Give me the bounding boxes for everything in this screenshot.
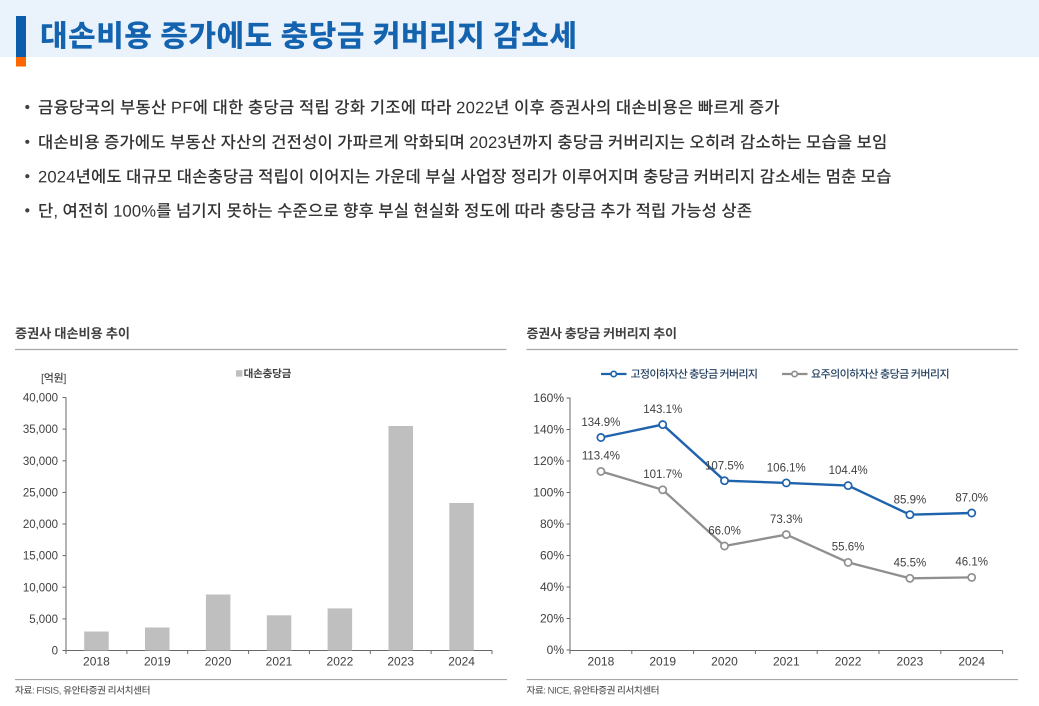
svg-text:40,000: 40,000 [23, 393, 58, 405]
svg-text:0: 0 [52, 646, 58, 658]
svg-text:55.6%: 55.6% [832, 542, 865, 554]
svg-text:15,000: 15,000 [23, 551, 58, 563]
svg-text:106.1%: 106.1% [767, 463, 806, 475]
svg-text:113.4%: 113.4% [582, 451, 620, 463]
svg-text:2022: 2022 [327, 654, 354, 668]
svg-text:35,000: 35,000 [23, 424, 58, 436]
svg-text:2021: 2021 [266, 654, 293, 668]
svg-text:2020: 2020 [711, 654, 738, 668]
svg-text:20%: 20% [540, 612, 564, 626]
svg-text:80%: 80% [540, 517, 564, 531]
svg-text:140%: 140% [533, 423, 564, 437]
svg-text:5,000: 5,000 [29, 614, 58, 626]
svg-text:2018: 2018 [588, 654, 615, 668]
svg-text:2018: 2018 [83, 654, 110, 668]
svg-text:2021: 2021 [773, 654, 800, 668]
svg-text:101.7%: 101.7% [643, 469, 682, 481]
svg-text:20,000: 20,000 [23, 519, 58, 531]
svg-text:2019: 2019 [144, 654, 171, 668]
svg-text:134.9%: 134.9% [581, 417, 620, 429]
svg-text:66.0%: 66.0% [708, 525, 741, 537]
svg-text:2019: 2019 [649, 654, 676, 668]
svg-text:73.3%: 73.3% [770, 514, 803, 526]
svg-text:2023: 2023 [897, 654, 924, 668]
svg-text:100%: 100% [533, 486, 564, 500]
svg-text:160%: 160% [533, 391, 564, 405]
svg-text:0%: 0% [547, 643, 565, 657]
svg-text:2022: 2022 [835, 654, 862, 668]
svg-text:87.0%: 87.0% [955, 493, 988, 505]
svg-text:40%: 40% [540, 580, 564, 594]
svg-text:45.5%: 45.5% [894, 558, 927, 570]
svg-text:143.1%: 143.1% [643, 404, 682, 416]
svg-text:104.4%: 104.4% [829, 465, 868, 477]
svg-text:25,000: 25,000 [23, 487, 58, 499]
svg-text:46.1%: 46.1% [955, 557, 988, 569]
svg-text:2020: 2020 [205, 654, 232, 668]
svg-text:2023: 2023 [387, 654, 414, 668]
svg-text:60%: 60% [540, 549, 564, 563]
svg-text:120%: 120% [533, 454, 564, 468]
svg-text:30,000: 30,000 [23, 456, 58, 468]
svg-text:85.9%: 85.9% [894, 494, 927, 506]
svg-text:2024: 2024 [448, 654, 475, 668]
svg-text:107.5%: 107.5% [705, 460, 744, 472]
svg-text:2024: 2024 [958, 654, 985, 668]
svg-text:10,000: 10,000 [23, 582, 58, 594]
